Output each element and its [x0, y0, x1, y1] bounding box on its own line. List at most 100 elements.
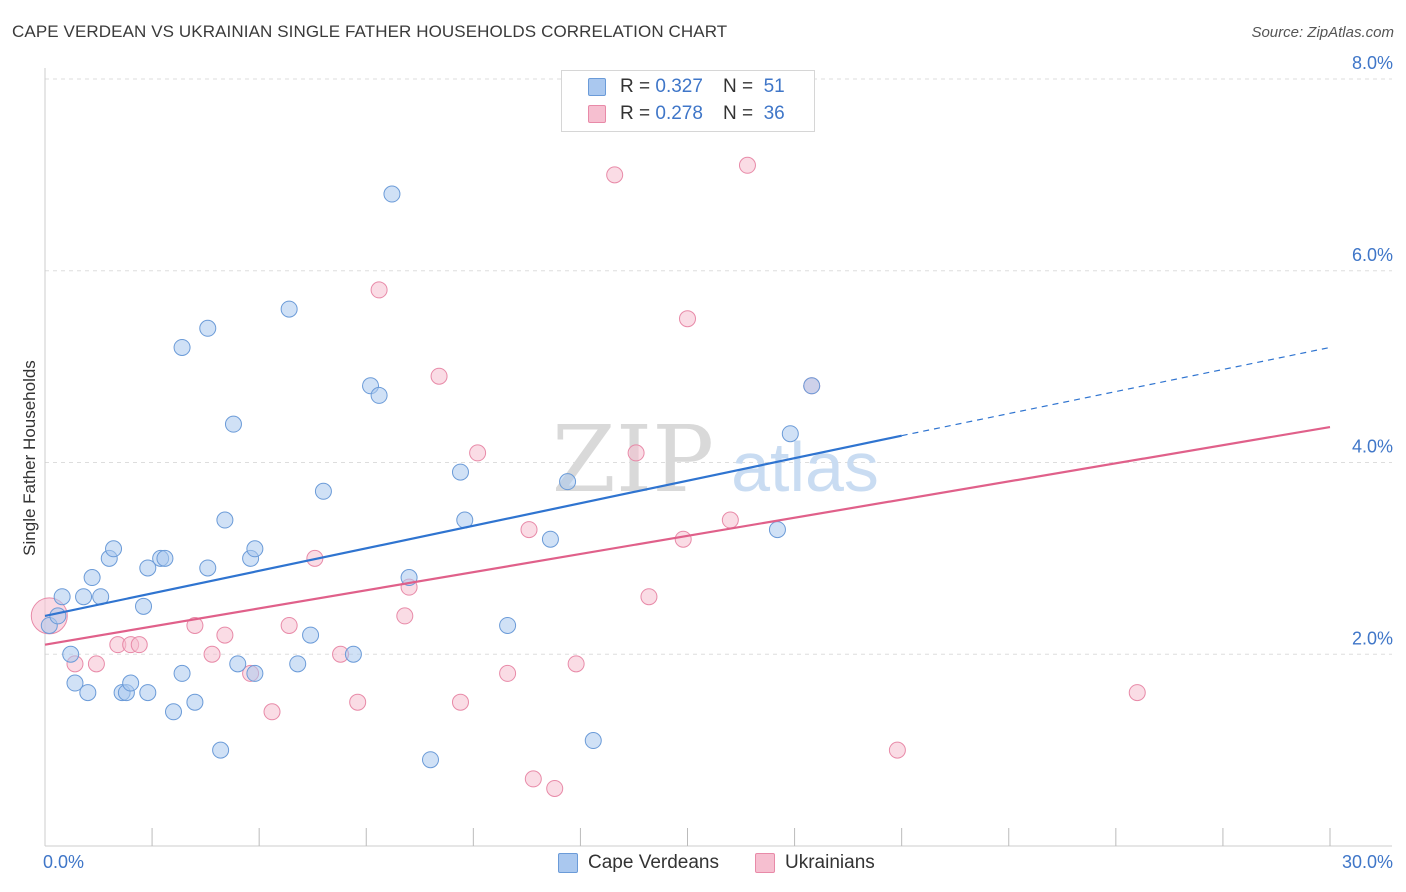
cape-verdeans-point: [370, 386, 388, 404]
legend-row-ukrainians: R = 0.278 N = 36: [588, 102, 785, 126]
gridlines: [45, 78, 1392, 655]
cape-verdeans-point: [53, 588, 71, 606]
cape-verdeans-point: [229, 655, 247, 673]
cape-verdeans-point: [186, 693, 204, 711]
cape-verdeans-point: [499, 616, 517, 634]
cape-verdeans-point: [212, 741, 230, 759]
ukrainians-point: [203, 645, 221, 663]
cape-verdeans-trend-line: [44, 434, 902, 617]
cape-verdeans-point: [451, 463, 469, 481]
bottom-legend-ukrainians: Ukrainians: [755, 852, 875, 874]
ukrainians-point: [130, 636, 148, 654]
cape-verdeans-point: [156, 549, 174, 567]
cape-verdeans-point: [122, 674, 140, 692]
cape-verdeans-point: [768, 521, 786, 539]
legend-swatch-blue: [588, 78, 606, 96]
legend-n-label: N =: [722, 103, 754, 124]
cape-verdeans-point: [344, 645, 362, 663]
ukrainians-point: [370, 281, 388, 299]
cape-verdeans-point: [139, 684, 157, 702]
cape-verdeans-point: [49, 607, 67, 625]
ukrainians-point: [1128, 684, 1146, 702]
ukrainians-point: [627, 444, 645, 462]
legend-r-label: R =: [620, 103, 651, 124]
ukrainians-point: [674, 530, 692, 548]
ukrainians-point: [524, 770, 542, 788]
legend-swatch-pink: [588, 105, 606, 123]
cape-verdeans-point: [559, 473, 577, 491]
ukrainians-point: [520, 521, 538, 539]
y-tick-label: 6.0%: [1352, 245, 1393, 265]
cape-verdeans-point: [173, 338, 191, 356]
ukrainians-point: [349, 693, 367, 711]
source-label: Source: ZipAtlas.com: [1251, 24, 1394, 41]
ukrainians-point: [738, 156, 756, 174]
ukrainians-point: [546, 779, 564, 797]
cape-verdeans-point: [62, 645, 80, 663]
tick-labels: 2.0% 4.0% 6.0% 8.0% 0.0% 30.0%: [43, 53, 1393, 872]
legend-swatch-pink: [755, 853, 775, 873]
cape-verdeans-points: [40, 185, 821, 769]
bottom-legend-cape-verdeans: Cape Verdeans: [558, 852, 719, 874]
axes: [44, 68, 1392, 847]
cape-verdeans-point: [246, 540, 264, 558]
cape-verdeans-trend-extension: [901, 346, 1331, 437]
cape-verdeans-point: [280, 300, 298, 318]
cape-verdeans-point: [541, 530, 559, 548]
cape-verdeans-point: [584, 732, 602, 750]
y-tick-label: 2.0%: [1352, 628, 1393, 648]
ukrainians-point: [499, 664, 517, 682]
cape-verdeans-point: [314, 482, 332, 500]
ukrainians-trend-line: [44, 425, 1331, 646]
cape-verdeans-point: [66, 674, 84, 692]
x-tick-label: 30.0%: [1342, 852, 1393, 872]
ukrainians-point: [451, 693, 469, 711]
cape-verdeans-point: [135, 597, 153, 615]
legend-n-value: 36: [763, 103, 785, 124]
ukrainians-point: [679, 310, 696, 328]
ukrainians-point: [263, 703, 281, 721]
x-tick-label: 0.0%: [43, 852, 84, 872]
cape-verdeans-point: [383, 185, 401, 203]
cape-verdeans-point: [289, 655, 307, 673]
cape-verdeans-point: [781, 425, 799, 443]
legend-label: Cape Verdeans: [588, 852, 719, 873]
cape-verdeans-point: [139, 559, 157, 577]
ukrainians-point: [888, 741, 906, 759]
ukrainians-point: [640, 588, 658, 606]
chart-title: CAPE VERDEAN VS UKRAINIAN SINGLE FATHER …: [12, 22, 728, 41]
cape-verdeans-point: [165, 703, 182, 721]
legend-row-cape-verdeans: R = 0.327 N = 51: [588, 75, 785, 99]
cape-verdeans-point: [803, 377, 821, 395]
watermark: ZIP atlas: [552, 406, 879, 513]
cape-verdeans-point: [216, 511, 234, 529]
cape-verdeans-point: [105, 540, 123, 558]
cape-verdeans-point: [199, 559, 217, 577]
cape-verdeans-point: [83, 569, 101, 587]
y-tick-label: 4.0%: [1352, 437, 1393, 457]
cape-verdeans-point: [173, 664, 191, 682]
ukrainians-point: [396, 607, 414, 625]
cape-verdeans-point: [75, 588, 93, 606]
cape-verdeans-point: [302, 626, 320, 644]
legend-swatch-blue: [558, 853, 578, 873]
legend-r-value: 0.327: [655, 76, 703, 97]
legend-r-value: 0.278: [655, 103, 703, 124]
legend-label: Ukrainians: [785, 852, 875, 873]
cape-verdeans-point: [246, 664, 264, 682]
ukrainians-point: [469, 444, 487, 462]
ukrainians-point: [87, 655, 105, 673]
ukrainians-point: [721, 511, 739, 529]
correlation-legend: R = 0.327 N = 51 R = 0.278 N = 36: [561, 70, 815, 132]
legend-n-label: N =: [722, 76, 754, 97]
ukrainians-point: [216, 626, 234, 644]
cape-verdeans-point: [79, 684, 97, 702]
cape-verdeans-point: [199, 319, 217, 337]
legend-r-label: R =: [620, 76, 651, 97]
ukrainians-point: [430, 367, 448, 385]
y-axis-label: Single Father Households: [20, 360, 39, 556]
ukrainians-point: [186, 616, 204, 634]
y-tick-label: 8.0%: [1352, 53, 1393, 73]
ukrainians-point: [567, 655, 585, 673]
